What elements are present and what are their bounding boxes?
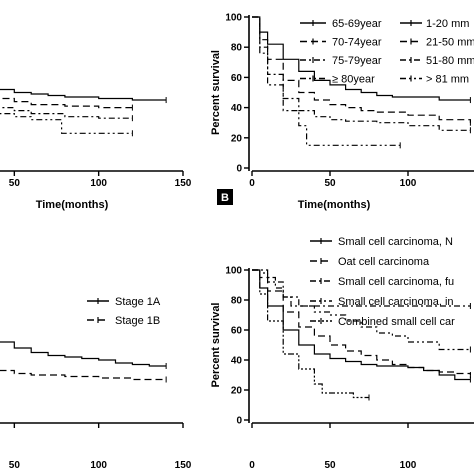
panel-letter-box bbox=[217, 189, 233, 205]
series-line-1 bbox=[0, 88, 167, 101]
y-tick-label: 40 bbox=[231, 356, 243, 367]
y-tick-label: 0 bbox=[236, 164, 242, 175]
series-line-2 bbox=[252, 16, 471, 123]
x-axis-label: Time(months) bbox=[36, 199, 109, 211]
y-tick-label: 0 bbox=[236, 416, 242, 427]
y-axis-label: Percent survival bbox=[210, 303, 222, 388]
series-line-4 bbox=[252, 269, 471, 351]
y-tick-label: 60 bbox=[231, 326, 243, 337]
legend-label: Small cell carcinoma, fu bbox=[338, 276, 454, 288]
legend-label: Stage 1A bbox=[115, 296, 161, 308]
panel-a: 50 100 150 Time(months) 65-69year 70-74year 75… bbox=[0, 18, 382, 211]
x-tick-label: 50 bbox=[324, 178, 336, 189]
x-tick-label: 50 bbox=[324, 460, 336, 471]
y-tick-label: 80 bbox=[231, 43, 243, 54]
x-tick-label: 0 bbox=[249, 178, 255, 189]
y-tick-label: 100 bbox=[225, 13, 242, 24]
legend-label: Small cell carcinoma, in bbox=[338, 296, 454, 308]
legend-label: 51-80 mm bbox=[426, 55, 474, 67]
x-tick-label: 150 bbox=[175, 460, 192, 471]
y-tick-label: 20 bbox=[231, 133, 243, 144]
panel-d: 0 50 100 0 20 40 60 80 100 Percent survival Small … bbox=[210, 236, 474, 471]
legend-label: 1-20 mm bbox=[426, 18, 469, 30]
x-tick-label: 100 bbox=[90, 178, 107, 189]
legend-label: 65-69year bbox=[332, 18, 382, 30]
legend-label: ≥ 80year bbox=[332, 74, 375, 86]
x-tick-label: 100 bbox=[400, 460, 417, 471]
legend-label: Oat cell carcinoma bbox=[338, 256, 430, 268]
series-line-2 bbox=[0, 369, 167, 381]
y-tick-label: 60 bbox=[231, 73, 243, 84]
series-line-3 bbox=[0, 107, 133, 119]
series-line-1 bbox=[252, 16, 471, 101]
legend-label: > 81 mm bbox=[426, 74, 469, 86]
series-line-4 bbox=[0, 113, 133, 134]
legend-label: 75-79year bbox=[332, 55, 382, 67]
y-tick-label: 20 bbox=[231, 386, 243, 397]
panel-b: 050100150020406080100Percent survivalTim… bbox=[210, 13, 474, 211]
legend-label: 21-50 mm bbox=[426, 37, 474, 49]
y-tick-label: 80 bbox=[231, 296, 243, 307]
series-line-1 bbox=[0, 341, 167, 367]
x-tick-label: 50 bbox=[9, 178, 21, 189]
y-axis-label: Percent survival bbox=[210, 50, 222, 135]
panel-letter: B bbox=[221, 192, 229, 204]
x-tick-label: 100 bbox=[90, 460, 107, 471]
series-line-4 bbox=[252, 16, 401, 146]
x-tick-label: 0 bbox=[249, 460, 255, 471]
panel-c: 50 100 150 Stage 1A Stage 1B bbox=[0, 296, 192, 471]
legend-label: Combined small cell car bbox=[338, 316, 455, 328]
series-line-2 bbox=[0, 97, 133, 109]
x-tick-label: 150 bbox=[175, 178, 192, 189]
legend-label: 70-74year bbox=[332, 37, 382, 49]
series-line-5 bbox=[252, 269, 369, 399]
x-axis-label: Time(months) bbox=[298, 199, 371, 211]
x-tick-label: 50 bbox=[9, 460, 21, 471]
y-tick-label: 40 bbox=[231, 103, 243, 114]
x-tick-label: 100 bbox=[400, 178, 417, 189]
y-tick-label: 100 bbox=[225, 266, 242, 277]
series-line-2 bbox=[252, 269, 471, 375]
legend-label: Small cell carcinoma, N bbox=[338, 236, 453, 248]
legend-label: Stage 1B bbox=[115, 315, 160, 327]
